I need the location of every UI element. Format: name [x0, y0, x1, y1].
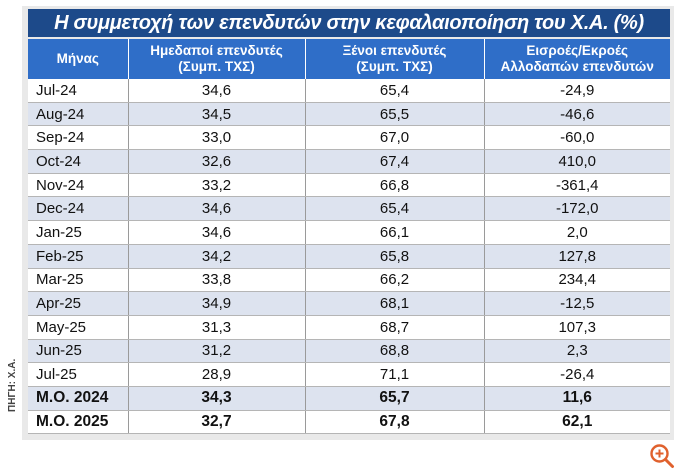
- domestic-cell: 34,6: [128, 79, 306, 103]
- month-cell: Mar-25: [28, 268, 129, 293]
- month-cell: Μ.Ο. 2025: [28, 410, 129, 435]
- month-cell: Jan-25: [28, 220, 129, 245]
- flows-cell: -172,0: [484, 196, 670, 222]
- month-cell: Jun-25: [28, 339, 129, 364]
- flows-cell: 410,0: [484, 149, 670, 174]
- month-cell: May-25: [28, 315, 129, 340]
- average-row: Μ.Ο. 2024 34,3 65,7 11,6: [28, 386, 670, 411]
- table-row: May-25 31,3 68,7 107,3: [28, 315, 670, 340]
- domestic-cell: 32,6: [128, 149, 306, 174]
- month-cell: Jul-24: [28, 79, 129, 103]
- domestic-cell: 33,0: [128, 125, 306, 151]
- foreign-cell: 67,4: [305, 149, 485, 174]
- month-cell: Nov-24: [28, 173, 129, 198]
- flows-cell: -26,4: [484, 362, 670, 387]
- foreign-cell: 65,8: [305, 244, 485, 269]
- table-row: Dec-24 34,6 65,4 -172,0: [28, 196, 670, 222]
- table-row: Mar-25 33,8 66,2 234,4: [28, 268, 670, 293]
- header-month: Μήνας: [28, 39, 129, 79]
- domestic-cell: 34,9: [128, 291, 306, 316]
- domestic-cell: 34,6: [128, 196, 306, 222]
- table-row: Sep-24 33,0 67,0 -60,0: [28, 125, 670, 151]
- table-row: Jul-25 28,9 71,1 -26,4: [28, 362, 670, 387]
- data-table: Μήνας Ημεδαποί επενδυτές (Συμπ. ΤΧΣ) Ξένο…: [28, 39, 670, 435]
- table-row: Oct-24 32,6 67,4 410,0: [28, 149, 670, 174]
- month-cell: Dec-24: [28, 196, 129, 222]
- foreign-cell: 67,8: [305, 410, 485, 435]
- flows-cell: -12,5: [484, 291, 670, 316]
- foreign-cell: 66,2: [305, 268, 485, 293]
- table-row: Aug-24 34,5 65,5 -46,6: [28, 102, 670, 127]
- zoom-in-icon[interactable]: [649, 443, 675, 469]
- month-cell: Oct-24: [28, 149, 129, 174]
- foreign-cell: 65,4: [305, 196, 485, 222]
- domestic-cell: 33,8: [128, 268, 306, 293]
- domestic-cell: 28,9: [128, 362, 306, 387]
- header-row: Μήνας Ημεδαποί επενδυτές (Συμπ. ΤΧΣ) Ξένο…: [28, 39, 670, 79]
- flows-cell: 2,0: [484, 220, 670, 245]
- domestic-cell: 34,6: [128, 220, 306, 245]
- source-label: ΠΗΓΗ: Χ.Α.: [7, 358, 18, 412]
- header-foreign: Ξένοι επενδυτές (Συμπ. ΤΧΣ): [305, 39, 485, 79]
- header-flows: Εισροές/Εκροές Αλλοδαπών επενδυτών: [484, 39, 670, 79]
- flows-cell: 107,3: [484, 315, 670, 340]
- table-row: Nov-24 33,2 66,8 -361,4: [28, 173, 670, 198]
- table-row: Jan-25 34,6 66,1 2,0: [28, 220, 670, 245]
- month-cell: Μ.Ο. 2024: [28, 386, 129, 411]
- foreign-cell: 68,7: [305, 315, 485, 340]
- month-cell: Aug-24: [28, 102, 129, 127]
- flows-cell: 2,3: [484, 339, 670, 364]
- month-cell: Feb-25: [28, 244, 129, 269]
- flows-cell: -361,4: [484, 173, 670, 198]
- month-cell: Jul-25: [28, 362, 129, 387]
- average-row: Μ.Ο. 2025 32,7 67,8 62,1: [28, 410, 670, 435]
- header-domestic: Ημεδαποί επενδυτές (Συμπ. ΤΧΣ): [128, 39, 306, 79]
- domestic-cell: 31,2: [128, 339, 306, 364]
- table-row: Apr-25 34,9 68,1 -12,5: [28, 291, 670, 316]
- domestic-cell: 31,3: [128, 315, 306, 340]
- flows-cell: 234,4: [484, 268, 670, 293]
- table-row: Jul-24 34,6 65,4 -24,9: [28, 79, 670, 103]
- flows-cell: -24,9: [484, 79, 670, 103]
- foreign-cell: 66,8: [305, 173, 485, 198]
- flows-cell: -60,0: [484, 125, 670, 151]
- foreign-cell: 71,1: [305, 362, 485, 387]
- table-row: Feb-25 34,2 65,8 127,8: [28, 244, 670, 269]
- foreign-cell: 68,1: [305, 291, 485, 316]
- foreign-cell: 67,0: [305, 125, 485, 151]
- month-cell: Sep-24: [28, 125, 129, 151]
- foreign-cell: 66,1: [305, 220, 485, 245]
- flows-cell: 11,6: [484, 386, 670, 411]
- foreign-cell: 68,8: [305, 339, 485, 364]
- foreign-cell: 65,4: [305, 79, 485, 103]
- domestic-cell: 34,5: [128, 102, 306, 127]
- domestic-cell: 34,2: [128, 244, 306, 269]
- flows-cell: 62,1: [484, 410, 670, 435]
- table-title: Η συμμετοχή των επενδυτών στην κεφαλαιοπ…: [28, 9, 670, 37]
- flows-cell: -46,6: [484, 102, 670, 127]
- foreign-cell: 65,5: [305, 102, 485, 127]
- foreign-cell: 65,7: [305, 386, 485, 411]
- domestic-cell: 33,2: [128, 173, 306, 198]
- flows-cell: 127,8: [484, 244, 670, 269]
- domestic-cell: 34,3: [128, 386, 306, 411]
- month-cell: Apr-25: [28, 291, 129, 316]
- domestic-cell: 32,7: [128, 410, 306, 435]
- table-row: Jun-25 31,2 68,8 2,3: [28, 339, 670, 364]
